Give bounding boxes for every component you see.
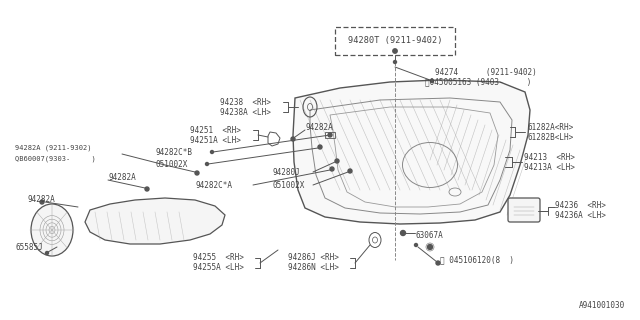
Text: Ⓢ 045106120(8  ): Ⓢ 045106120(8 ) <box>440 255 514 265</box>
Circle shape <box>195 171 199 175</box>
Text: 051002X: 051002X <box>272 180 305 189</box>
Text: 94282A: 94282A <box>305 123 333 132</box>
Circle shape <box>45 252 49 254</box>
Text: 94236A <LH>: 94236A <LH> <box>555 211 606 220</box>
Text: 94286N <LH>: 94286N <LH> <box>288 263 339 273</box>
Circle shape <box>431 79 433 83</box>
Text: 94255A <LH>: 94255A <LH> <box>193 263 244 273</box>
Text: 63067A: 63067A <box>415 231 443 241</box>
Text: 94255  <RH>: 94255 <RH> <box>193 253 244 262</box>
Text: 94280T (9211-9402): 94280T (9211-9402) <box>348 36 442 44</box>
Text: 94236  <RH>: 94236 <RH> <box>555 201 606 210</box>
Circle shape <box>335 159 339 163</box>
Bar <box>325 132 335 138</box>
Circle shape <box>330 167 334 171</box>
Polygon shape <box>293 80 530 224</box>
Text: QB60007(9303-     ): QB60007(9303- ) <box>15 156 96 162</box>
Text: 94238  <RH>: 94238 <RH> <box>220 98 271 107</box>
FancyBboxPatch shape <box>508 198 540 222</box>
Circle shape <box>415 244 417 246</box>
Circle shape <box>211 150 214 154</box>
Polygon shape <box>85 198 225 244</box>
Text: 94282A (9211-9302): 94282A (9211-9302) <box>15 145 92 151</box>
Ellipse shape <box>31 204 73 256</box>
Circle shape <box>436 261 440 265</box>
Circle shape <box>348 169 352 173</box>
Text: 94280J: 94280J <box>272 167 300 177</box>
Text: 94282A: 94282A <box>27 196 55 204</box>
Text: 65585J: 65585J <box>15 243 43 252</box>
Text: 94238A <LH>: 94238A <LH> <box>220 108 271 116</box>
Text: Ⓢ045005163 (9403-     ): Ⓢ045005163 (9403- ) <box>425 77 531 86</box>
Text: 94251A <LH>: 94251A <LH> <box>190 135 241 145</box>
Circle shape <box>401 230 406 236</box>
Circle shape <box>428 244 433 250</box>
Circle shape <box>318 145 322 149</box>
Circle shape <box>145 187 149 191</box>
Text: 94213A <LH>: 94213A <LH> <box>524 163 575 172</box>
Text: 94286J <RH>: 94286J <RH> <box>288 253 339 262</box>
Text: 94251  <RH>: 94251 <RH> <box>190 125 241 134</box>
Text: 94213  <RH>: 94213 <RH> <box>524 153 575 162</box>
Text: 94274      (9211-9402): 94274 (9211-9402) <box>435 68 537 76</box>
Text: 94282A: 94282A <box>108 172 136 181</box>
Circle shape <box>394 60 397 63</box>
Text: 94282C*A: 94282C*A <box>195 180 232 189</box>
Text: 61282A<RH>: 61282A<RH> <box>527 123 573 132</box>
Circle shape <box>291 137 295 141</box>
Circle shape <box>40 200 44 204</box>
Text: 94282C*B: 94282C*B <box>155 148 192 156</box>
Circle shape <box>205 163 209 165</box>
Text: 61282B<LH>: 61282B<LH> <box>527 132 573 141</box>
Circle shape <box>393 49 397 53</box>
Text: 051002X: 051002X <box>155 159 188 169</box>
Text: A941001030: A941001030 <box>579 301 625 310</box>
Circle shape <box>328 133 332 137</box>
